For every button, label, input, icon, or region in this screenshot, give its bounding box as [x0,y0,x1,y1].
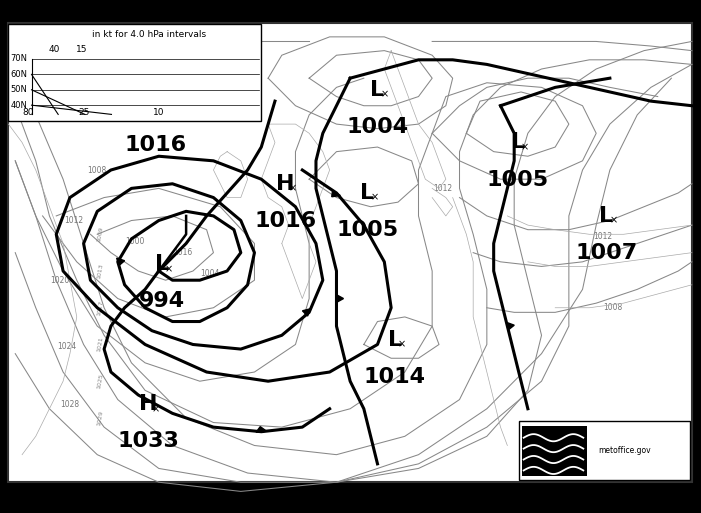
Text: 1029: 1029 [97,410,104,426]
Bar [8,23,692,482]
Text: 1033: 1033 [118,431,179,451]
Text: L: L [388,330,402,350]
Text: 1013: 1013 [97,263,104,279]
Text: 1016: 1016 [124,135,186,155]
Text: 1008: 1008 [88,166,107,174]
Text: 1014: 1014 [364,367,426,387]
Text: 1016: 1016 [254,211,316,231]
Text: L: L [510,132,524,152]
Text: L: L [155,254,169,274]
Text: 1024: 1024 [57,342,76,351]
Bar [8,24,261,121]
Text: 15: 15 [76,45,88,54]
Text: ×: × [370,193,379,203]
Text: ×: × [521,142,529,152]
Text: 1005: 1005 [486,170,549,190]
Text: 1012: 1012 [64,216,83,225]
Text: 1004: 1004 [346,117,409,137]
Text: H: H [276,173,294,193]
Text: L: L [370,80,385,100]
Bar [519,421,690,480]
Text: 70N: 70N [11,54,27,64]
Text: 25: 25 [79,108,90,117]
Polygon shape [336,295,343,302]
Text: L: L [599,206,613,226]
Text: 1004: 1004 [200,269,219,278]
Text: 1017: 1017 [97,300,104,316]
Text: ×: × [381,89,388,100]
Text: 80: 80 [22,108,34,117]
Text: 1028: 1028 [60,400,79,409]
Text: H: H [139,394,158,414]
Text: 1007: 1007 [576,243,638,263]
Polygon shape [256,427,266,432]
Text: 1020: 1020 [50,275,69,285]
Text: L: L [360,183,374,203]
Text: 1008: 1008 [604,303,623,312]
Text: metoffice.gov: metoffice.gov [598,446,651,455]
Text: 50N: 50N [11,85,27,94]
Text: ×: × [288,184,297,193]
Text: 1012: 1012 [594,232,613,241]
Text: 1021: 1021 [97,337,104,352]
Text: 40N: 40N [11,101,27,110]
Text: 40: 40 [48,45,60,54]
Text: 1009: 1009 [97,226,104,243]
Text: 1016: 1016 [173,248,192,257]
Text: H: H [146,98,165,118]
Bar [522,426,587,476]
Text: 10: 10 [154,108,165,117]
Text: ×: × [609,215,618,226]
Text: ×: × [151,404,160,414]
Text: 1005: 1005 [336,220,398,240]
Polygon shape [506,322,515,330]
Text: 1025: 1025 [97,373,104,389]
Polygon shape [302,309,311,316]
Text: 60N: 60N [11,70,27,79]
Polygon shape [332,190,341,197]
Text: 1012: 1012 [433,184,452,193]
Polygon shape [116,258,125,266]
Text: ×: × [165,264,173,274]
Text: 1000: 1000 [125,236,144,246]
Text: 994: 994 [139,291,185,311]
Text: ×: × [158,108,166,118]
Text: in kt for 4.0 hPa intervals: in kt for 4.0 hPa intervals [92,30,205,40]
Text: ×: × [397,340,406,350]
